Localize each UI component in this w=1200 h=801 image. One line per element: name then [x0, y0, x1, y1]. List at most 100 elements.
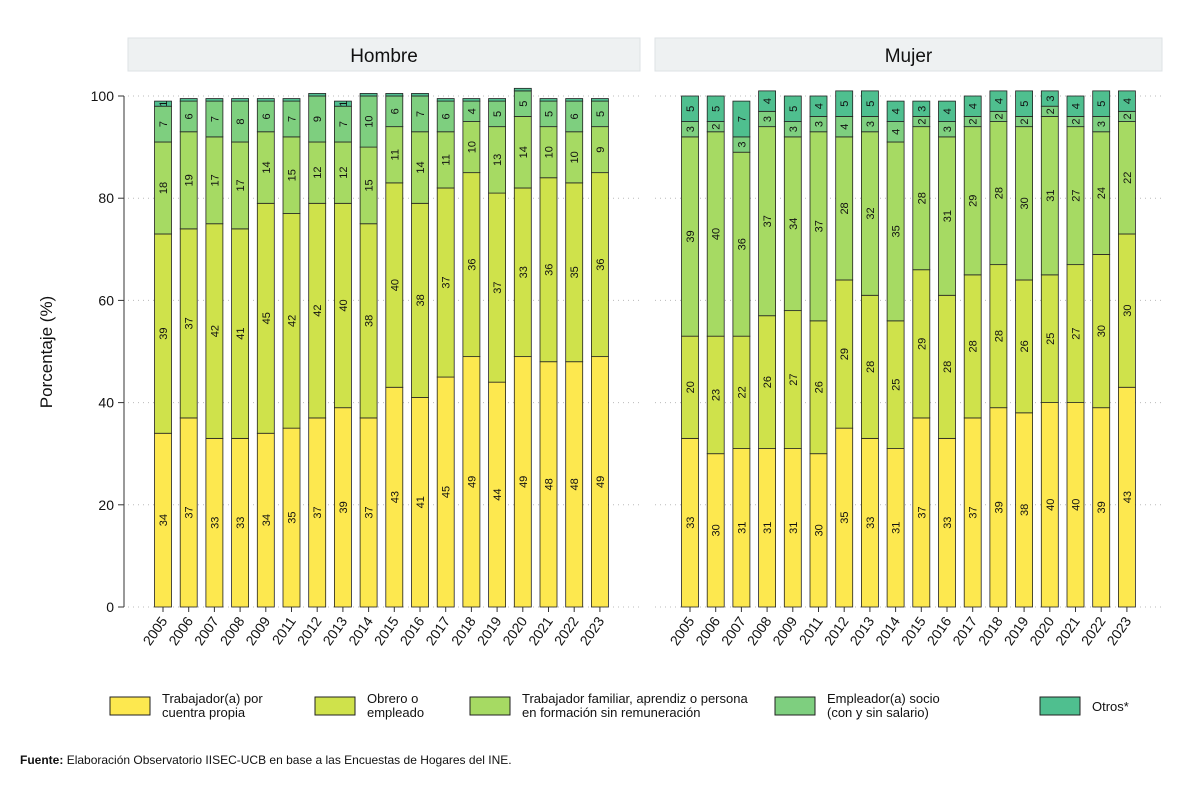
bar-segment	[809, 95, 828, 117]
x-tick-label: 2007	[191, 613, 222, 648]
value-label: 38	[364, 315, 376, 327]
value-label: 29	[916, 338, 928, 350]
value-label: 17	[209, 174, 221, 186]
value-label: 27	[1071, 327, 1083, 339]
value-label: 5	[788, 106, 800, 112]
value-label: 39	[1096, 501, 1108, 513]
bar-segment	[436, 98, 455, 102]
value-label: 34	[158, 514, 170, 526]
value-label: 7	[415, 111, 427, 117]
value-label: 20	[685, 381, 697, 393]
value-label: 5	[492, 111, 504, 117]
value-label: 31	[788, 522, 800, 534]
x-tick-label: 2011	[796, 613, 826, 647]
value-label: 7	[736, 116, 748, 122]
value-label: 4	[762, 98, 774, 104]
value-label: 45	[261, 312, 273, 324]
value-label: 4	[993, 98, 1005, 104]
legend-swatch	[1039, 696, 1081, 716]
value-label: 28	[993, 330, 1005, 342]
x-tick-label: 2016	[396, 613, 427, 648]
x-tick-label: 2017	[422, 613, 453, 648]
value-label: 28	[865, 361, 877, 373]
x-tick-label: 2023	[1103, 613, 1134, 648]
x-tick-label: 2009	[242, 613, 273, 648]
value-label: 25	[891, 379, 903, 391]
value-label: 48	[569, 478, 581, 490]
x-tick-label: 2015	[898, 613, 929, 648]
y-axis-label: Porcentaje (%)	[37, 296, 56, 408]
value-label: 3	[685, 126, 697, 132]
value-label: 26	[762, 376, 774, 388]
x-tick-label: 2013	[846, 613, 877, 648]
value-label: 14	[415, 161, 427, 173]
value-label: 37	[364, 506, 376, 518]
bar-segment	[591, 98, 609, 102]
value-label: 5	[1019, 101, 1031, 107]
footnote: Fuente: Elaboración Observatorio IISEC-U…	[20, 753, 512, 767]
legend-label: Otros*	[1092, 699, 1129, 714]
value-label: 11	[389, 149, 401, 160]
y-tick-label: 40	[98, 395, 114, 411]
value-label: 5	[685, 106, 697, 112]
value-label: 3	[1045, 95, 1057, 101]
x-tick-label: 2008	[217, 613, 248, 648]
value-label: 26	[1019, 340, 1031, 352]
value-label: 36	[544, 264, 556, 276]
bar-segment	[861, 90, 879, 117]
value-label: 44	[492, 488, 504, 500]
bar-segment	[886, 100, 905, 122]
bar-segment	[154, 100, 172, 107]
x-tick-label: 2011	[269, 613, 299, 647]
bar-segment	[1040, 90, 1059, 107]
bar-segment	[963, 95, 982, 117]
value-label: 7	[287, 116, 299, 122]
bar-segment	[411, 93, 429, 97]
bar-segment	[989, 90, 1008, 112]
x-tick-label: 2015	[371, 613, 402, 648]
x-tick-label: 2005	[666, 613, 697, 648]
footnote-label: Fuente:	[20, 753, 63, 767]
value-label: 41	[235, 327, 247, 339]
value-label: 43	[1122, 491, 1134, 503]
value-label: 33	[518, 266, 530, 278]
x-tick-label: 2016	[923, 613, 954, 648]
value-label: 39	[685, 230, 697, 242]
bar-segment	[1118, 90, 1136, 112]
value-label: 2	[711, 124, 723, 130]
value-label: 18	[158, 182, 170, 194]
value-label: 2	[916, 118, 928, 124]
value-label: 31	[891, 522, 903, 534]
value-label: 40	[338, 299, 350, 311]
value-label: 1	[338, 101, 350, 107]
value-label: 7	[338, 121, 350, 127]
value-label: 33	[209, 517, 221, 529]
panel-title: Hombre	[350, 46, 418, 67]
legend-label: Trabajador(a) por cuentra propia	[162, 691, 263, 720]
x-tick-label: 2022	[1078, 613, 1109, 648]
value-label: 3	[865, 121, 877, 127]
value-label: 14	[261, 161, 273, 173]
legend-swatch	[774, 696, 816, 716]
bar-segment	[282, 98, 301, 102]
legend-swatch	[314, 696, 356, 716]
value-label: 33	[235, 517, 247, 529]
bar-segment	[205, 98, 224, 102]
value-label: 33	[685, 517, 697, 529]
x-tick-label: 2019	[474, 613, 505, 648]
value-label: 37	[762, 215, 774, 227]
x-tick-label: 2018	[448, 613, 479, 648]
value-label: 49	[595, 476, 607, 488]
value-label: 5	[595, 111, 607, 117]
value-label: 5	[1096, 101, 1108, 107]
bar-segment	[1092, 90, 1111, 117]
value-label: 36	[595, 259, 607, 271]
value-label: 34	[788, 218, 800, 230]
bar-segment	[912, 100, 931, 117]
value-label: 2	[1122, 113, 1134, 119]
value-label: 35	[839, 511, 851, 523]
value-label: 3	[762, 116, 774, 122]
value-label: 2	[968, 118, 980, 124]
value-label: 48	[544, 478, 556, 490]
value-label: 28	[993, 187, 1005, 199]
